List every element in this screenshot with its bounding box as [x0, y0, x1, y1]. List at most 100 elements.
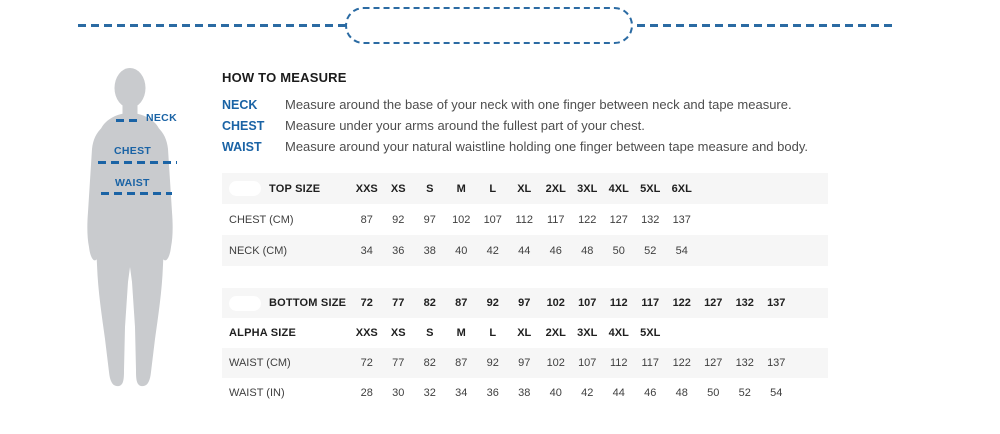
size-cell: 36 [486, 387, 499, 399]
size-cell: 40 [455, 244, 468, 257]
size-cell: 54 [770, 387, 783, 399]
size-cell: 107 [578, 357, 597, 369]
row-label: ALPHA SIZE [222, 327, 351, 339]
size-cell: XL [517, 327, 532, 339]
size-cell: 28 [360, 387, 373, 399]
table-row: WAIST (CM) 72 77 82 87 92 97 102 107 112 117 122 127… [222, 348, 828, 378]
size-cell: 102 [546, 297, 565, 309]
size-cell: 54 [675, 244, 688, 257]
size-cell: 92 [486, 357, 499, 369]
size-cell: S [426, 182, 434, 195]
size-cell: 42 [486, 244, 499, 257]
size-cell: 87 [455, 297, 468, 309]
size-cell: 52 [738, 387, 751, 399]
table-row: BOTTOM SIZE 72 77 82 87 92 97 102 107 112 117 122 12… [222, 288, 828, 318]
erased-logo-patch [229, 181, 261, 196]
figure-waist-label: WAIST [115, 177, 150, 189]
size-cell: 107 [483, 213, 502, 226]
size-cell: 117 [546, 213, 565, 226]
size-cell: 87 [360, 213, 373, 226]
size-cell: M [456, 182, 466, 195]
row-label: WAIST (IN) [222, 387, 351, 399]
size-cell: 72 [360, 357, 373, 369]
size-cell: XL [517, 182, 532, 195]
measure-label: WAIST [222, 139, 262, 154]
top-size-table: TOP SIZE XXS XS S M L XL 2XL 3XL 4XL 5XL 6XL CHEST (… [222, 173, 828, 266]
row-label-text: BOTTOM SIZE [269, 297, 347, 309]
size-cell: 97 [518, 297, 531, 309]
measurement-figure: NECK CHEST WAIST [0, 0, 220, 434]
size-cell: 122 [578, 213, 597, 226]
size-cell: 132 [735, 297, 754, 309]
size-cell: XS [390, 182, 406, 195]
measure-description: Measure under your arms around the fulle… [285, 118, 645, 133]
size-cell: 97 [518, 357, 531, 369]
size-cell: 40 [549, 387, 562, 399]
size-cell: L [489, 327, 497, 339]
size-cell: 44 [518, 244, 531, 257]
size-cell: XXS [355, 182, 378, 195]
size-cell: 112 [609, 297, 628, 309]
measure-label: NECK [222, 97, 258, 112]
size-cell: 30 [392, 387, 405, 399]
size-cell: 112 [515, 213, 534, 226]
size-cell: 77 [392, 357, 405, 369]
size-cell: 48 [675, 387, 688, 399]
figure-neck-label: NECK [146, 112, 177, 124]
size-cell: 82 [423, 357, 436, 369]
size-cell: 50 [707, 387, 720, 399]
measure-description: Measure around your natural waistline ho… [285, 139, 808, 154]
size-cell: 102 [546, 357, 565, 369]
size-cell: 34 [360, 244, 373, 257]
size-cell: 122 [672, 297, 691, 309]
size-cell: 92 [486, 297, 499, 309]
row-label: CHEST (CM) [222, 214, 351, 226]
measure-description: Measure around the base of your neck wit… [285, 97, 792, 112]
size-cell: 132 [641, 213, 660, 226]
size-cell: 38 [423, 244, 436, 257]
row-label: TOP SIZE [222, 181, 351, 196]
size-cell: 127 [704, 357, 723, 369]
size-cell: 6XL [671, 182, 692, 195]
size-cell: 77 [392, 297, 405, 309]
size-cell: 5XL [640, 182, 661, 195]
size-cell: M [456, 327, 466, 339]
size-cell: 92 [392, 213, 405, 226]
row-label-text: WAIST (IN) [229, 387, 285, 399]
row-label-text: CHEST (CM) [229, 213, 294, 226]
size-cell: 34 [455, 387, 468, 399]
row-label: BOTTOM SIZE [222, 295, 351, 311]
size-cell: 3XL [577, 327, 598, 339]
size-cell: 72 [360, 297, 373, 309]
size-cell: 50 [612, 244, 625, 257]
erased-logo-patch [229, 295, 261, 311]
size-cell: 132 [735, 357, 754, 369]
size-cell: 4XL [608, 182, 629, 195]
measure-item-chest: CHEST Measure under your arms around the… [222, 115, 942, 136]
size-cell: 137 [767, 297, 786, 309]
size-cell: 44 [612, 387, 625, 399]
size-cell: S [426, 327, 434, 339]
size-cell: 107 [578, 297, 597, 309]
size-cell: 46 [549, 244, 562, 257]
table-row: WAIST (IN) 28 30 32 34 36 38 40 42 44 46 48 50 52 54 [222, 378, 828, 408]
size-cell: 2XL [545, 327, 566, 339]
size-cell: 122 [672, 357, 691, 369]
size-cell: 102 [452, 213, 471, 226]
size-cell: 82 [423, 297, 436, 309]
size-cell: 117 [641, 297, 660, 309]
figure-chest-label: CHEST [114, 145, 152, 157]
size-cell: 32 [423, 387, 436, 399]
size-cell: 137 [672, 213, 691, 226]
chest-measure-line [98, 161, 177, 164]
size-cell: XS [390, 327, 406, 339]
table-row: CHEST (CM) 87 92 97 102 107 112 117 122 127 132 137 [222, 204, 828, 235]
size-cell: 127 [609, 213, 628, 226]
row-label-text: NECK (CM) [229, 244, 288, 257]
size-cell: 117 [641, 357, 660, 369]
size-cell: XXS [355, 327, 378, 339]
row-label: WAIST (CM) [222, 357, 351, 369]
size-cell: 5XL [640, 327, 661, 339]
size-cell: 87 [455, 357, 468, 369]
